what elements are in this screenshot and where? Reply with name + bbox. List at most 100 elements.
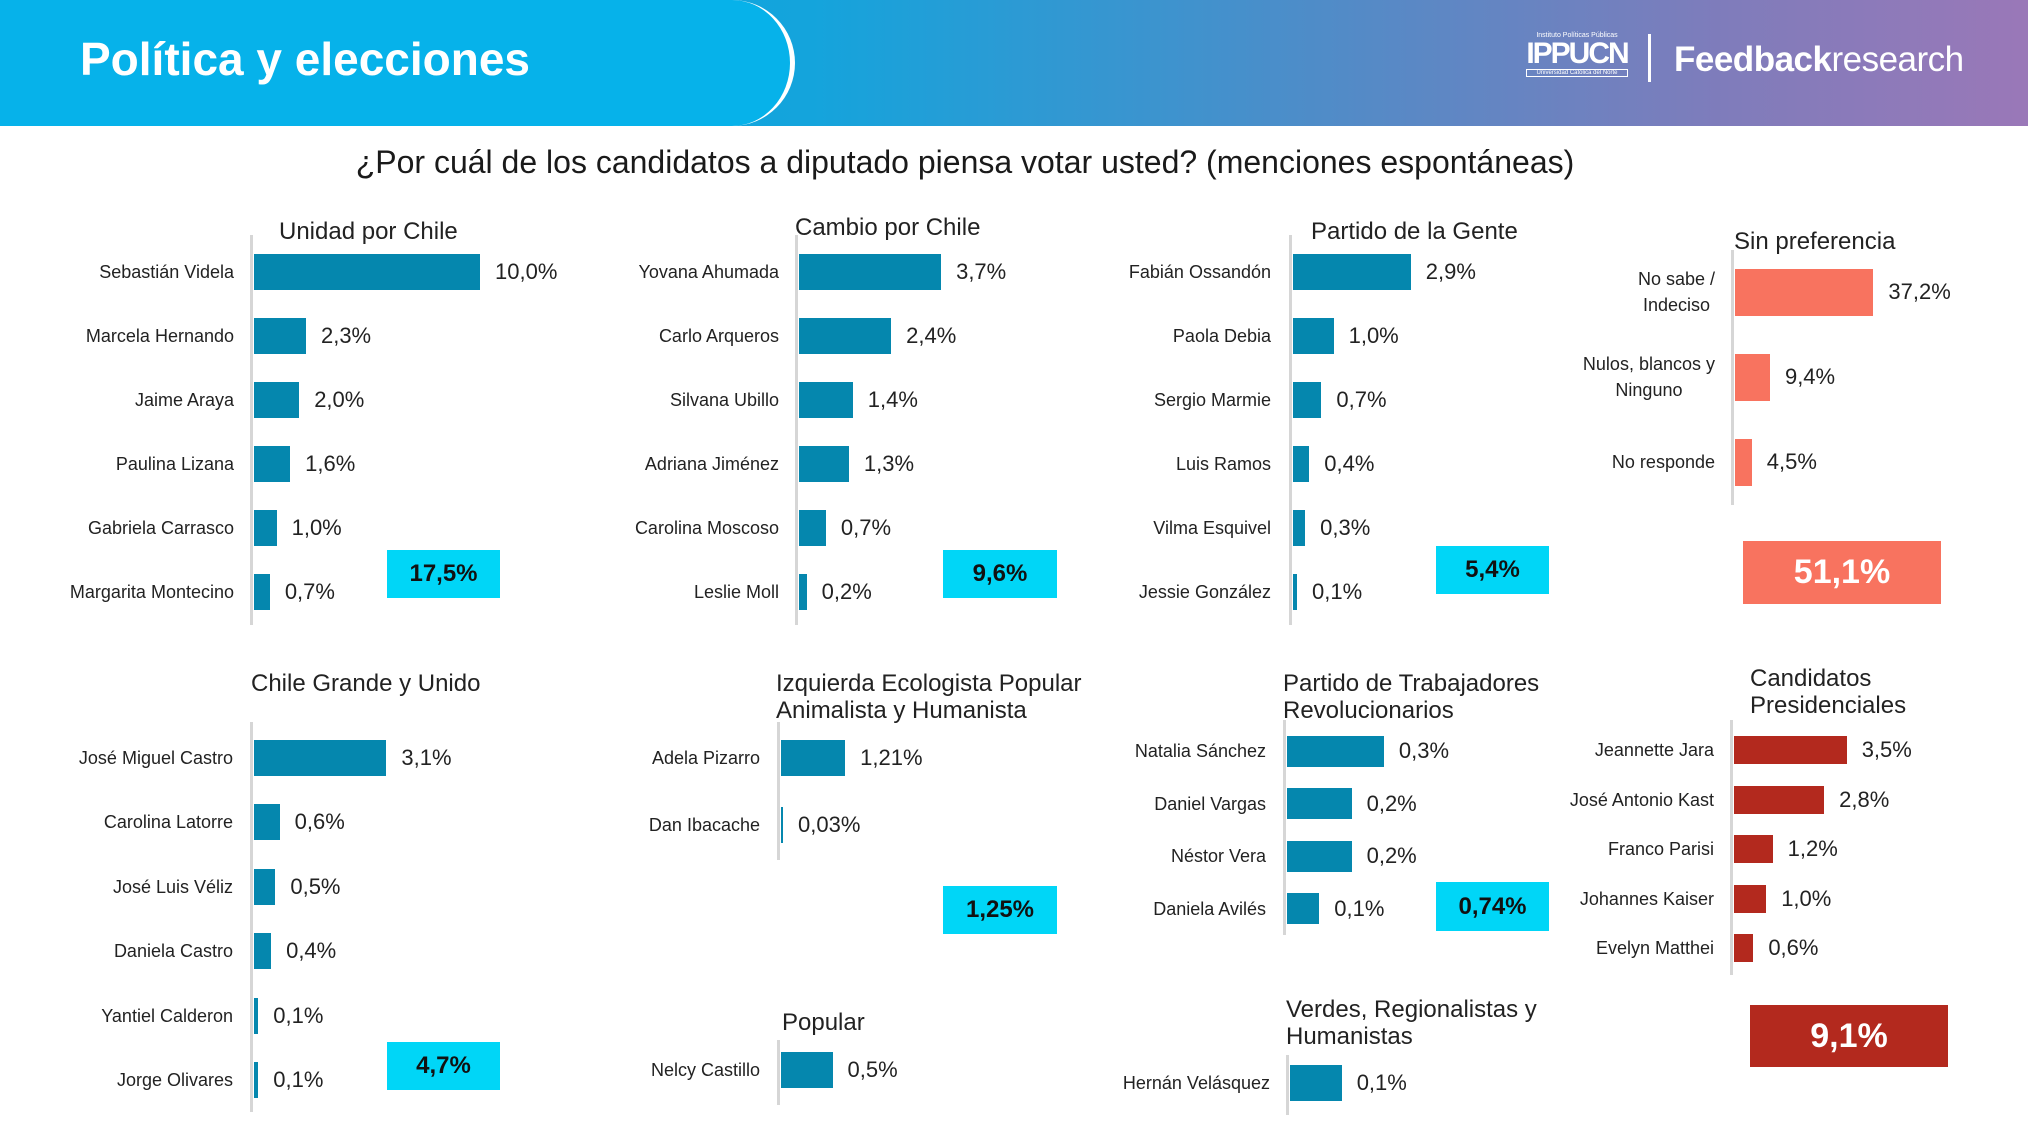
bar (254, 318, 306, 354)
value-label: 4,5% (1766, 449, 1817, 474)
category-label: Yovana Ahumada (638, 262, 779, 282)
feedback-research-logo: Feedbackresearch (1674, 40, 1964, 80)
panel-axis (1283, 720, 1286, 935)
category-label: Nulos, blancos y Ninguno (1582, 354, 1715, 400)
panel-title: Sin preferencia (1734, 228, 1896, 255)
total-box: 4,7% (387, 1042, 500, 1090)
value-label: 0,1% (273, 1067, 324, 1092)
panel-title: Unidad por Chile (279, 218, 458, 245)
category-label: Carolina Moscoso (634, 518, 779, 538)
value-label: 2,4% (906, 323, 957, 348)
value-label: 0,2% (1366, 790, 1417, 816)
category-label: Jaime Araya (134, 390, 234, 410)
category-label: Yantiel Calderon (101, 1005, 233, 1026)
header-banner: Política y elecciones Instituto Política… (0, 0, 2028, 126)
page-title: Política y elecciones (80, 33, 531, 85)
value-label: 0,5% (290, 873, 341, 899)
panel-axis (1730, 720, 1733, 975)
category-label: No responde (1611, 452, 1715, 472)
category-label: Nelcy Castillo (650, 1060, 760, 1080)
category-label: Jessie González (1138, 582, 1271, 602)
value-label: 2,8% (1839, 786, 1890, 812)
bar (1734, 835, 1773, 863)
category-label: Sergio Marmie (1153, 390, 1271, 410)
bar (1734, 736, 1847, 764)
category-label: Franco Parisi (1607, 839, 1714, 859)
bar (799, 318, 892, 354)
bar (1287, 735, 1384, 767)
value-label: 0,5% (847, 1057, 898, 1082)
value-label: 0,1% (1356, 1070, 1407, 1095)
panel-axis (250, 235, 253, 625)
category-label: Marcela Hernando (85, 326, 234, 346)
ippucn-logo: Instituto Políticas Públicas IPPUCN Univ… (1526, 32, 1630, 82)
bar (1293, 254, 1411, 290)
bar (799, 574, 807, 610)
value-label: 10,0% (495, 259, 558, 284)
panel-title: Popular (782, 1009, 865, 1036)
panel-axis (1731, 250, 1734, 505)
value-label: 1,21% (860, 745, 923, 770)
value-label: 1,2% (1787, 836, 1838, 861)
bar (781, 1052, 833, 1088)
value-label: 1,0% (291, 515, 342, 540)
category-label: Daniel Vargas (1154, 793, 1266, 814)
bar (1287, 840, 1352, 872)
bar (1293, 574, 1298, 610)
category-label: Néstor Vera (1170, 846, 1266, 867)
value-label: 9,4% (1784, 364, 1836, 389)
value-label: 37,2% (1888, 279, 1951, 304)
value-label: 1,4% (867, 387, 918, 412)
panel-axis (777, 1040, 780, 1105)
value-label: 0,7% (1336, 387, 1387, 412)
panel-axis (777, 722, 780, 860)
bar (799, 382, 853, 418)
total-box: 9,1% (1750, 1005, 1948, 1067)
value-label: 3,5% (1861, 737, 1912, 762)
value-label: 0,3% (1398, 738, 1450, 763)
panel-title: Verdes, Regionalistas y Humanistas (1286, 996, 1537, 1050)
category-label: Gabriela Carrasco (87, 518, 234, 538)
feedback-logo-light: research (1831, 40, 1964, 79)
category-label: Dan Ibacache (648, 815, 760, 835)
category-label: No sabe / Indeciso (1637, 269, 1715, 315)
bar (254, 1062, 259, 1098)
total-box: 9,6% (943, 550, 1057, 598)
ippucn-logo-main: IPPUCN (1526, 37, 1629, 70)
bar (1734, 934, 1754, 962)
bar (781, 807, 783, 843)
value-label: 0,1% (1312, 579, 1363, 604)
panel-axis (1286, 1055, 1289, 1115)
bar (1293, 446, 1310, 482)
panel-axis (795, 235, 798, 625)
bar (1735, 353, 1770, 401)
value-label: 0,4% (1324, 451, 1375, 476)
feedback-logo-bold: Feedback (1674, 40, 1832, 79)
bar (1293, 510, 1306, 546)
category-label: Carlo Arqueros (658, 326, 779, 346)
value-label: 0,4% (286, 938, 337, 964)
value-label: 2,0% (314, 387, 365, 412)
bar (1734, 785, 1825, 814)
bar (1287, 788, 1352, 820)
category-label: Hernán Velásquez (1122, 1073, 1270, 1093)
ippucn-logo-top: Instituto Políticas Públicas (1536, 32, 1618, 39)
category-label: Daniela Castro (113, 941, 233, 962)
header-title-shape (0, 0, 795, 126)
bar (254, 804, 280, 841)
bar (799, 446, 849, 482)
bar (1735, 438, 1752, 486)
bar (799, 254, 942, 290)
value-label: 0,2% (821, 579, 872, 604)
panel-title: Cambio por Chile (795, 214, 981, 241)
total-box: 51,1% (1743, 541, 1941, 604)
panel-axis (1289, 235, 1292, 625)
category-label: Margarita Montecino (69, 582, 234, 602)
category-label: Leslie Moll (693, 582, 779, 602)
bar (1735, 268, 1874, 316)
panel-title: Partido de Trabajadores Revolucionarios (1283, 670, 1540, 724)
bar (254, 997, 259, 1034)
logo-divider (1648, 34, 1651, 82)
category-label: José Luis Véliz (112, 876, 233, 897)
value-label: 2,3% (320, 323, 372, 348)
